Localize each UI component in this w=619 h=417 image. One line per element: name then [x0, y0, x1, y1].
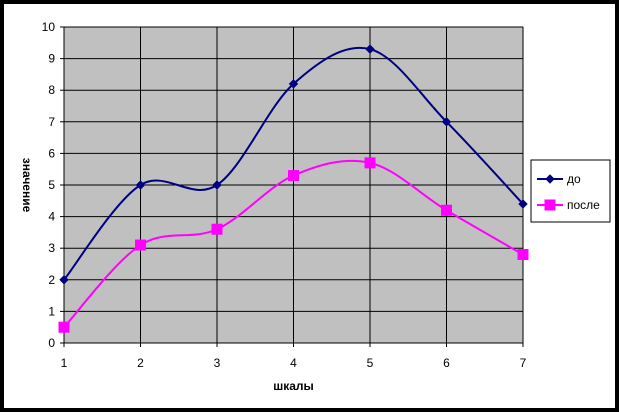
y-tick-label: 9 [48, 52, 55, 66]
y-tick-label: 4 [48, 210, 55, 224]
x-tick-label: 1 [61, 356, 68, 370]
data-point [212, 180, 222, 190]
legend: до после [530, 159, 611, 223]
data-point [364, 157, 376, 169]
series-layer [58, 44, 529, 333]
y-axis-title: значение [20, 158, 34, 213]
x-tick-label: 7 [520, 356, 527, 370]
y-tick-label: 5 [48, 178, 55, 192]
data-point [288, 170, 299, 182]
y-tick-label: 0 [48, 336, 55, 350]
x-tick-label: 3 [214, 356, 221, 370]
x-axis-title: шкалы [273, 379, 314, 393]
y-tick-label: 8 [48, 83, 55, 97]
data-point [517, 249, 529, 261]
y-tick-label: 3 [48, 241, 55, 255]
data-point [441, 204, 452, 216]
x-tick-label: 5 [367, 356, 374, 370]
y-tick-label: 10 [42, 20, 56, 34]
x-tick-label: 2 [137, 356, 144, 370]
x-tick-label: 4 [290, 356, 297, 370]
y-tick-label: 7 [48, 115, 55, 129]
data-point [135, 239, 146, 251]
legend-label: до [567, 172, 581, 186]
data-point [58, 321, 70, 333]
data-point [288, 79, 299, 89]
data-point [59, 275, 69, 285]
legend-box [530, 159, 611, 223]
series-1 [59, 44, 528, 285]
data-point [518, 199, 528, 209]
data-point [135, 180, 146, 190]
y-tick-label: 1 [48, 304, 55, 318]
legend-marker [544, 199, 556, 211]
y-tick-label: 2 [48, 273, 55, 287]
y-axis-ticks: 0 1 2 3 4 5 6 7 8 9 10 [42, 20, 64, 350]
x-axis-ticks: 1 2 3 4 5 6 7 [61, 343, 527, 370]
series-2 [58, 157, 529, 333]
data-point [211, 223, 223, 235]
data-point [441, 117, 452, 127]
legend-marker [545, 174, 555, 184]
y-tick-label: 6 [48, 146, 55, 160]
data-point [365, 44, 375, 54]
legend-label: после [567, 198, 600, 212]
x-tick-label: 6 [443, 356, 450, 370]
